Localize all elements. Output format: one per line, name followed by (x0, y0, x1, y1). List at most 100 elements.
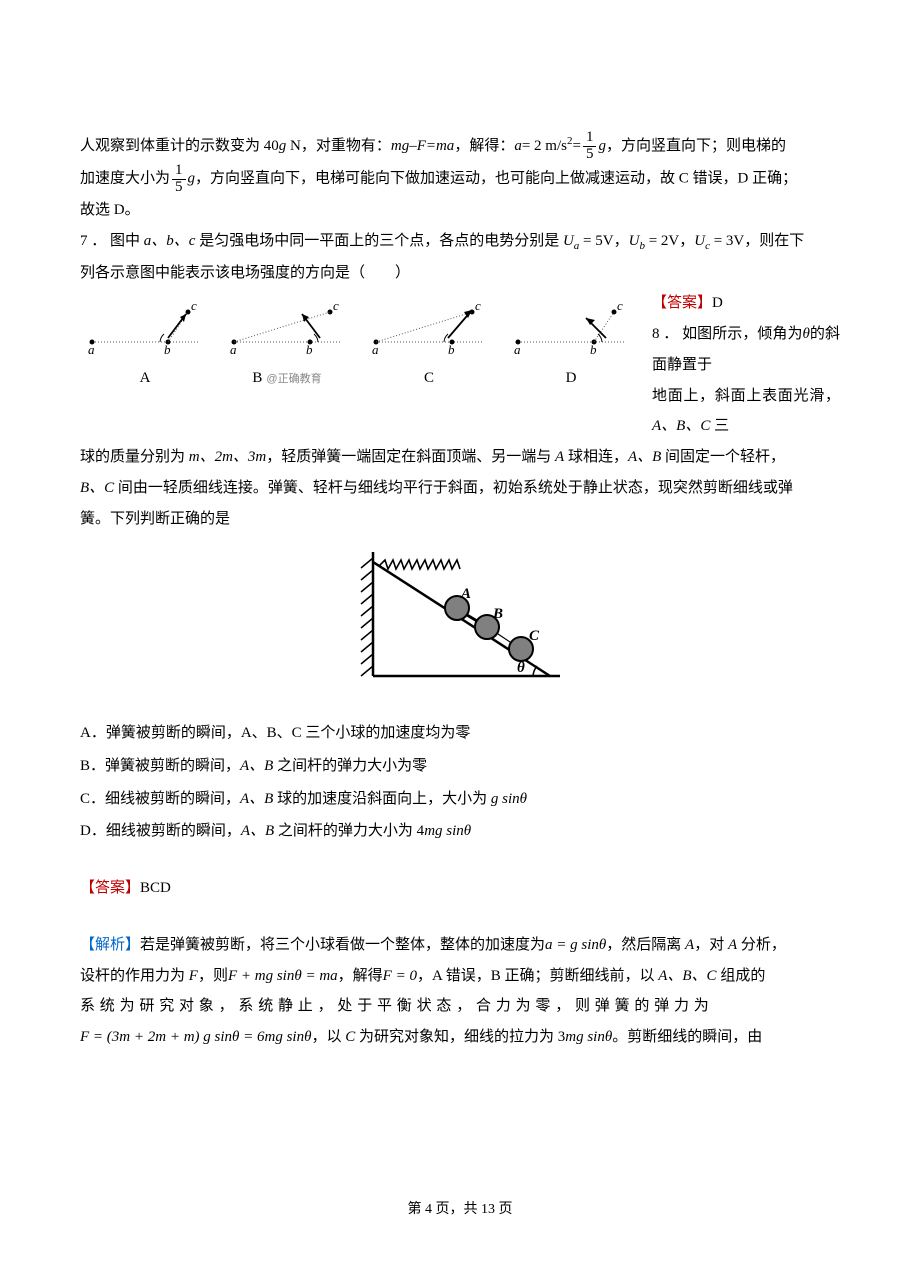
A: A (685, 937, 694, 953)
q7-figures: a b c A (80, 288, 636, 396)
text: = (572, 138, 580, 154)
text: ，A 错误，B 正确；剪断细线前，以 (417, 968, 658, 984)
text: 加速度大小为 (80, 171, 170, 187)
text: ，以 (311, 1029, 345, 1045)
text: 7 ． 图中 (80, 233, 144, 249)
label-a: a (514, 342, 521, 357)
text: 为研究对象知，细线的拉力为 3 (355, 1029, 565, 1045)
q6-tail-line1: 人观察到体重计的示数变为 40g N，对重物有：mg–F=ma，解得：a= 2 … (80, 130, 840, 163)
gsin: g sinθ (491, 791, 527, 807)
text: = 2 m/s (522, 138, 567, 154)
A: A (555, 449, 564, 465)
text: 设杆的作用力为 (80, 968, 189, 984)
text: ，则 (198, 968, 228, 984)
g3: g (188, 171, 196, 187)
q8-exp-2: 设杆的作用力为 F，则F + mg sinθ = ma，解得F = 0，A 错误… (80, 961, 840, 992)
q8-stem-3: 球的质量分别为 m、2m、3m，轻质弹簧一端固定在斜面顶端、另一端与 A 球相连… (80, 442, 840, 473)
q8-optC: C．细线被剪断的瞬间，A、B 球的加速度沿斜面向上，大小为 g sinθ (80, 784, 840, 815)
eq: = 3V (710, 233, 744, 249)
label-c: c (333, 298, 339, 313)
text: 分析， (737, 937, 786, 953)
q7-answer: 【答案】D (652, 288, 840, 319)
q7-fig-D: a b c D (506, 294, 636, 394)
den: 5 (583, 147, 597, 163)
text: 人观察到体重计的示数变为 40 (80, 138, 279, 154)
q7-stem-line1: 7 ． 图中 a、b、c 是匀强电场中同一平面上的三个点，各点的电势分别是 Ua… (80, 226, 840, 258)
text: 球的质量分别为 (80, 449, 189, 465)
mgsin: mg sinθ (424, 823, 471, 839)
label-a: a (230, 342, 237, 357)
label-a: a (88, 342, 95, 357)
U: U (694, 233, 705, 249)
text: 三 (710, 418, 729, 434)
q7-fig-A: a b c A (80, 294, 210, 394)
q8-optA: A．弹簧被剪断的瞬间，A、B、C 三个小球的加速度均为零 (80, 718, 840, 749)
text: 。剪断细线的瞬间，由 (612, 1029, 762, 1045)
q8-stem-5: 簧。下列判断正确的是 (80, 504, 840, 535)
label-c: c (191, 298, 197, 313)
text: 球相连， (564, 449, 628, 465)
text: 之间杆的弹力大小为 4 (274, 823, 424, 839)
label-b: b (590, 342, 597, 357)
eq: F = (3m + 2m + m) g sinθ = 6mg sinθ (80, 1029, 311, 1045)
text: ，解得 (338, 968, 383, 984)
q8-optB: B．弹簧被剪断的瞬间，A、B 之间杆的弹力大小为零 (80, 751, 840, 782)
text: ，方向竖直向下；则电梯的 (606, 138, 786, 154)
watermark: @正确教育 (266, 373, 321, 385)
fraction: 15 (172, 163, 186, 196)
q8-stem-2a: 地面上，斜面上表面光滑，A、B、C 三 (652, 381, 840, 443)
den: 5 (172, 180, 186, 196)
label-a: a (372, 342, 379, 357)
label-c: c (617, 298, 623, 313)
AB: A、B (628, 449, 661, 465)
num: 1 (583, 130, 597, 147)
eq: a = g sinθ (545, 937, 606, 953)
a-var: a (514, 138, 522, 154)
m-list: m、2m、3m (189, 449, 267, 465)
q8-options: A．弹簧被剪断的瞬间，A、B、C 三个小球的加速度均为零 B．弹簧被剪断的瞬间，… (80, 718, 840, 847)
eq: mg–F=ma (391, 138, 454, 154)
q8-exp-4: F = (3m + 2m + m) g sinθ = 6mg sinθ，以 C … (80, 1022, 840, 1053)
BC: B、C (80, 480, 114, 496)
U: U (563, 233, 574, 249)
opt-B-label: B @正确教育 (252, 363, 321, 394)
A2: A (728, 937, 737, 953)
mgsin: mg sinθ (565, 1029, 612, 1045)
opt-A-label: A (140, 363, 151, 394)
text: ，然后隔离 (606, 937, 685, 953)
text: 8 ． 如图所示，倾角为 (652, 326, 803, 342)
B: B (252, 370, 262, 386)
text: ，则在下 (744, 233, 804, 249)
lbl-theta: θ (517, 660, 525, 676)
q8-svg: A B C θ (345, 544, 575, 694)
text: 组成的 (717, 968, 766, 984)
q8-stem-4: B、C 间由一轻质细线连接。弹簧、轻杆与细线均平行于斜面，初始系统处于静止状态，… (80, 473, 840, 504)
label-c: c (475, 298, 481, 313)
text: 地面上，斜面上表面光滑， (652, 388, 840, 404)
q8-exp-1: 【解析】若是弹簧被剪断，将三个小球看做一个整体，整体的加速度为a = g sin… (80, 930, 840, 961)
text: 间由一轻质细线连接。弹簧、轻杆与细线均平行于斜面，初始系统处于静止状态，现突然剪… (114, 480, 793, 496)
answer-value: D (712, 295, 723, 311)
text: ，对 (694, 937, 728, 953)
eq2: F = 0 (383, 968, 417, 984)
q8-optD: D．细线被剪断的瞬间，A、B 之间杆的弹力大小为 4mg sinθ (80, 816, 840, 847)
text: 页，共 (432, 1202, 481, 1217)
text: 之间杆的弹力大小为零 (273, 758, 427, 774)
num: 1 (172, 163, 186, 180)
opt-C-label: C (424, 363, 434, 394)
answer-value: BCD (140, 880, 171, 896)
AB: A、B (240, 791, 273, 807)
total-pages: 13 (481, 1202, 495, 1217)
q7-fig-C: a b c C (364, 294, 494, 394)
q8-answer: 【答案】BCD (80, 873, 840, 904)
label-b: b (164, 342, 171, 357)
q6-tail-line2: 加速度大小为15g，方向竖直向下，电梯可能向下做加速运动，也可能向上做减速运动，… (80, 163, 840, 196)
q6-tail-line3: 故选 D。 (80, 195, 840, 226)
text: D．细线被剪断的瞬间， (80, 823, 241, 839)
answer-label: 【答案】 (80, 880, 140, 896)
q7-svg-D: a b c (506, 294, 636, 359)
explain-label: 【解析】 (80, 937, 140, 953)
eq: = 2V， (645, 233, 694, 249)
q7-svg-B: a b c (222, 294, 352, 359)
q7-svg-C: a b c (364, 294, 494, 359)
